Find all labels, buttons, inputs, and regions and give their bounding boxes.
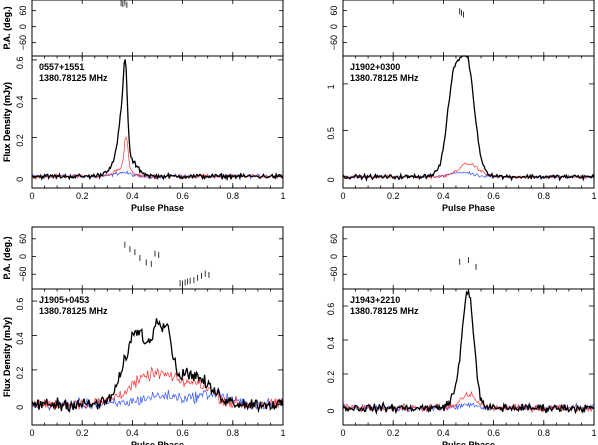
pa-y-tick-label: −60 <box>329 267 339 282</box>
y-tick-label: 0.4 <box>326 337 336 350</box>
x-tick-label: 0.2 <box>387 428 400 438</box>
x-tick-label: 0 <box>340 428 345 438</box>
x-tick-label: 0 <box>29 428 34 438</box>
pa-axis-label: P.A. (deg.) <box>2 6 12 49</box>
x-tick-label: 0 <box>340 191 345 201</box>
x-tick-label: 1 <box>280 428 285 438</box>
source-name: J1902+0300 <box>350 62 400 72</box>
y-tick-label: 0 <box>326 177 336 182</box>
y-tick-label: 0 <box>15 405 25 410</box>
profile-series-3 <box>31 388 284 411</box>
y-tick-label: 0.5 <box>326 127 336 140</box>
profile-series-1 <box>31 59 284 182</box>
profile-series-2 <box>31 136 284 180</box>
pa-y-tick-label: −60 <box>18 35 28 50</box>
frequency-label: 1380.78125 MHz <box>39 73 108 83</box>
x-tick-label: 0.8 <box>227 191 240 201</box>
y-tick-label: 0.6 <box>15 57 25 70</box>
x-tick-label: 0.2 <box>76 191 89 201</box>
profile-series-1 <box>31 318 284 414</box>
y-axis-label: Flux Density (mJy) <box>2 317 12 397</box>
x-tick-label: 0.4 <box>437 428 450 438</box>
y-tick-label: 0.2 <box>15 134 25 147</box>
y-tick-label: 0.2 <box>15 367 25 380</box>
pa-y-tick-label: 0 <box>18 254 28 259</box>
x-tick-label: 0.6 <box>487 191 500 201</box>
source-name: J1943+2210 <box>350 295 400 305</box>
x-tick-label: 0.6 <box>176 428 189 438</box>
x-tick-label: 1 <box>280 191 285 201</box>
pa-y-tick-label: 60 <box>329 6 339 16</box>
x-tick-label: 0.8 <box>538 191 551 201</box>
pa-y-tick-label: −60 <box>18 267 28 282</box>
x-tick-label: 0.4 <box>437 191 450 201</box>
y-tick-label: 0 <box>15 177 25 182</box>
pa-y-tick-label: 0 <box>329 254 339 259</box>
y-tick-label: 0.6 <box>15 298 25 311</box>
x-axis-label: Pulse Phase <box>442 440 495 445</box>
pa-y-tick-label: 0 <box>18 24 28 29</box>
x-tick-label: 0.6 <box>176 191 189 201</box>
x-axis-label: Pulse Phase <box>131 203 184 213</box>
x-tick-label: 1 <box>591 428 596 438</box>
pa-frame <box>31 0 284 57</box>
pa-y-tick-label: −60 <box>329 35 339 50</box>
x-axis-label: Pulse Phase <box>442 203 495 213</box>
y-axis-label: Flux Density (mJy) <box>2 317 12 397</box>
x-tick-label: 0 <box>29 191 34 201</box>
pa-axis-label: P.A. (deg.) <box>2 236 12 279</box>
profile-series-1 <box>342 55 595 182</box>
x-tick-label: 0.4 <box>126 428 139 438</box>
pa-frame <box>31 226 284 290</box>
source-name: 0557+1551 <box>39 62 84 72</box>
x-tick-label: 0.8 <box>227 428 240 438</box>
y-tick-label: 0.2 <box>326 371 336 384</box>
pa-axis-label: P.A. (deg.) <box>2 6 12 49</box>
pa-y-tick-label: 60 <box>329 234 339 244</box>
pa-y-tick-label: 60 <box>18 234 28 244</box>
y-tick-label: 1 <box>326 84 336 89</box>
x-tick-label: 0.6 <box>487 428 500 438</box>
y-tick-label: 0.4 <box>15 332 25 345</box>
y-axis-label: Flux Density (mJy) <box>2 82 12 162</box>
x-tick-label: 1 <box>591 191 596 201</box>
x-tick-label: 0.4 <box>126 191 139 201</box>
pa-frame <box>342 0 595 57</box>
panel-2: 0 0.2 0.4 0.6 0.8 1 Pulse Phase 0 0.5 1 Flux Densi… <box>2 0 597 213</box>
x-tick-label: 0.8 <box>538 428 551 438</box>
frequency-label: 1380.78125 MHz <box>350 306 419 316</box>
frequency-label: 1380.78125 MHz <box>39 306 108 316</box>
y-axis-label: Flux Density (mJy) <box>2 82 12 162</box>
source-name: J1905+0453 <box>39 295 89 305</box>
y-tick-label: 0.6 <box>326 303 336 316</box>
x-tick-label: 0.2 <box>387 191 400 201</box>
panel-1: 0 0.2 0.4 0.6 0.8 1 Pulse Phase 0 0.2 0.4 0.6 Flux … <box>2 0 286 213</box>
y-tick-label: 0.4 <box>15 95 25 108</box>
y-tick-label: 0 <box>326 408 336 413</box>
x-axis-label: Pulse Phase <box>131 440 184 445</box>
frequency-label: 1380.78125 MHz <box>350 73 419 83</box>
pa-y-tick-label: 60 <box>18 6 28 16</box>
x-tick-label: 0.2 <box>76 428 89 438</box>
pa-y-tick-label: 0 <box>329 24 339 29</box>
pa-axis-label: P.A. (deg.) <box>2 236 12 279</box>
